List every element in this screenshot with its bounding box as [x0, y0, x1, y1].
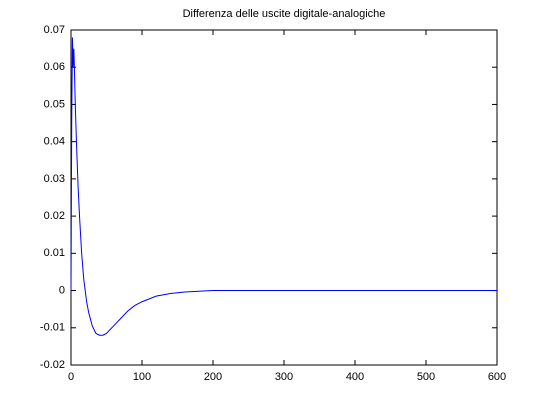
plot-box: [70, 29, 498, 366]
y-tick-label: -0.01: [40, 322, 65, 334]
x-tick-label: 200: [204, 371, 222, 383]
y-tick-label: 0.07: [44, 24, 65, 36]
chart-title: Differenza delle uscite digitale-analogi…: [183, 8, 386, 20]
x-tick-label: 0: [68, 371, 74, 383]
y-tick-label: 0.05: [44, 98, 65, 110]
x-tick-label: 500: [417, 371, 435, 383]
y-tick-label: 0.01: [44, 247, 65, 259]
y-tick-label: -0.02: [40, 359, 65, 371]
y-tick-label: 0.02: [44, 210, 65, 222]
x-tick-label: 400: [346, 371, 364, 383]
y-tick-label: 0.06: [44, 61, 65, 73]
x-tick-label: 600: [488, 371, 506, 383]
y-tick-label: 0.03: [44, 173, 65, 185]
x-tick-label: 300: [275, 371, 293, 383]
x-tick-label: 100: [133, 371, 151, 383]
data-line: [70, 37, 497, 336]
y-tick-label: 0.04: [44, 136, 65, 148]
y-tick-label: 0: [59, 284, 65, 296]
